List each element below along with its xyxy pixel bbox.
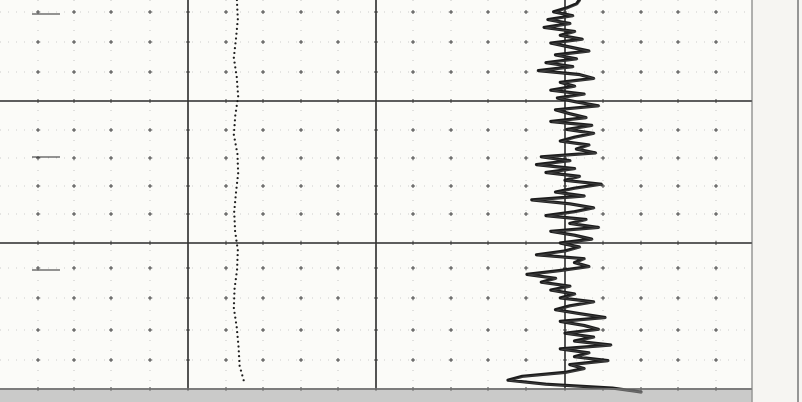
dot-trace-point: [233, 215, 236, 218]
dot-trace-point: [232, 133, 235, 136]
dot-trace-point: [237, 345, 240, 348]
dot-trace-point: [236, 244, 239, 247]
dot-trace-point: [235, 75, 238, 79]
dot-trace-point: [234, 109, 238, 112]
dot-trace-point: [236, 13, 239, 16]
dot-trace-point: [236, 8, 239, 11]
dot-trace-point: [236, 3, 239, 6]
right-margin: [752, 0, 802, 402]
dot-trace-point: [235, 32, 238, 35]
dot-trace-point: [233, 220, 236, 223]
dot-trace-point: [236, 330, 239, 334]
dot-trace-point: [234, 42, 237, 45]
dot-trace-point: [236, 253, 239, 257]
dot-trace-point: [235, 326, 238, 329]
dot-trace-point: [234, 66, 237, 69]
dot-trace-point: [233, 119, 237, 122]
dot-trace-point: [234, 37, 238, 40]
dot-trace-point: [235, 148, 238, 151]
dot-trace-point: [233, 210, 236, 213]
dot-trace-point: [235, 104, 238, 107]
chart-grid: [0, 0, 752, 391]
dot-trace-point: [236, 167, 240, 170]
dot-trace-point: [235, 27, 238, 30]
dot-trace-point: [235, 273, 238, 276]
dot-trace-point: [234, 278, 237, 281]
dot-trace-point: [234, 321, 238, 324]
dot-trace-point: [234, 229, 237, 233]
dot-trace-point: [233, 225, 236, 228]
dot-trace-point: [238, 359, 241, 363]
dot-trace-point: [234, 282, 237, 286]
dot-trace-point: [234, 196, 237, 199]
dot-trace-point: [233, 138, 236, 141]
dot-trace-point: [234, 201, 237, 204]
dot-trace-point: [235, 239, 238, 242]
dot-trace-point: [236, 176, 239, 180]
dot-trace-point: [236, 263, 239, 266]
dot-trace-point: [235, 0, 238, 2]
dot-trace-point: [232, 302, 236, 305]
dot-trace-point: [233, 47, 237, 50]
dot-trace-point: [233, 128, 236, 132]
dot-trace-point: [234, 71, 238, 74]
dot-trace-point: [236, 99, 239, 103]
dot-trace-point: [236, 340, 240, 343]
dot-trace-point: [236, 162, 239, 165]
dot-trace-point: [241, 374, 244, 377]
dot-trace-point: [236, 152, 239, 156]
dot-trace-point: [233, 292, 236, 295]
dot-trace-point: [238, 364, 241, 367]
dot-trace-point: [235, 80, 239, 83]
signal-trace-shadow: [509, 0, 643, 393]
dot-trace-point: [236, 157, 239, 160]
dot-trace-point: [234, 143, 237, 146]
dot-trace-point: [233, 311, 236, 314]
dot-trace-point: [242, 379, 245, 382]
dot-trace-point: [233, 205, 236, 209]
dot-trace-point: [232, 56, 235, 59]
dot-trace-point: [233, 61, 236, 64]
dot-trace-point: [236, 249, 239, 252]
dot-trace-point: [237, 95, 240, 98]
dot-trace-point: [236, 18, 239, 21]
bottom-shadow: [0, 388, 752, 402]
dot-trace-point: [234, 234, 237, 237]
dot-trace-point: [234, 191, 238, 194]
dot-trace-point: [234, 316, 237, 319]
dot-trace-point: [237, 350, 240, 353]
chart-marks: [232, 0, 643, 394]
dot-trace-point: [233, 297, 236, 300]
dot-trace-point: [235, 181, 239, 184]
dot-trace-point: [236, 335, 239, 338]
dot-trace-point: [236, 90, 239, 93]
dot-trace-point: [236, 85, 239, 88]
dot-trace-point: [233, 287, 236, 290]
dot-trace-point: [232, 306, 235, 310]
dot-trace-point: [236, 258, 239, 261]
dot-trace-point: [233, 124, 236, 127]
dot-trace-point: [234, 114, 237, 117]
dot-trace-point: [237, 172, 240, 175]
dot-trace-point: [233, 51, 236, 55]
dot-trace-point: [237, 355, 241, 358]
dot-trace-point: [236, 22, 239, 26]
dot-trace-point: [239, 369, 243, 372]
dot-trace-point: [235, 186, 238, 189]
dot-trace-point: [235, 268, 239, 271]
